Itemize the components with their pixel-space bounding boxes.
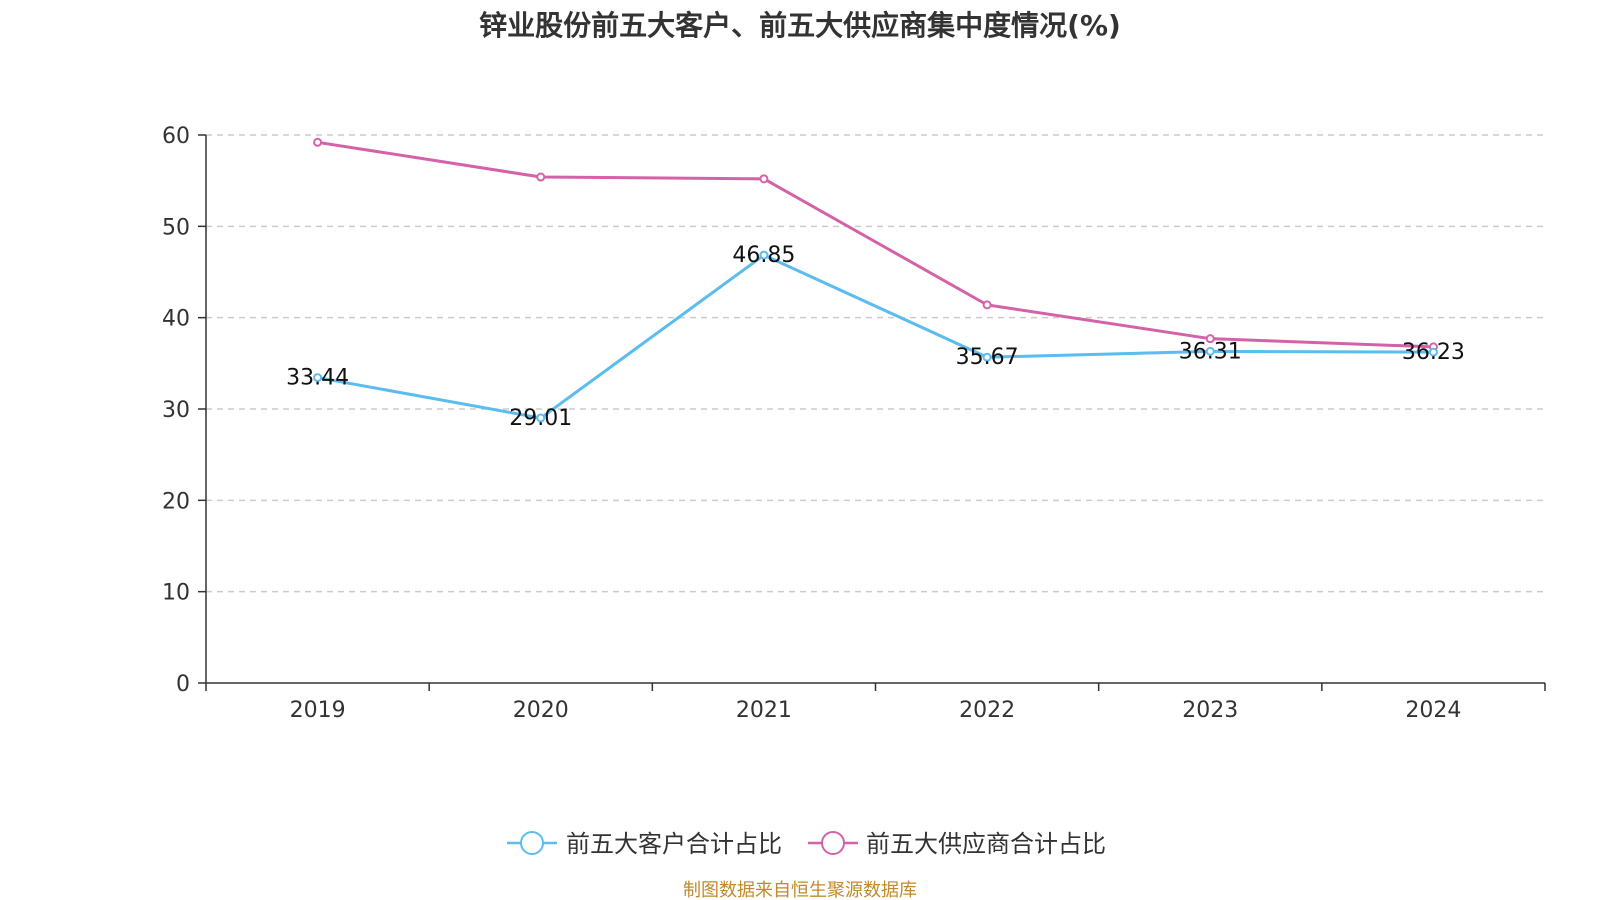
data-label: 36.31 [1179,339,1242,364]
y-tick-label: 30 [162,398,190,423]
data-label: 46.85 [732,243,795,268]
x-tick-label: 2022 [959,698,1015,723]
x-tick-label: 2020 [513,698,569,723]
y-tick-label: 40 [162,307,190,332]
data-point [759,174,769,184]
x-tick-label: 2019 [290,698,346,723]
data-point [982,300,992,310]
data-point [313,137,323,147]
legend-label: 前五大供应商合计占比 [866,830,1106,858]
chart-title: 锌业股份前五大客户、前五大供应商集中度情况(%) [479,9,1121,42]
source-note: 制图数据来自恒生聚源数据库 [683,880,917,900]
data-point [536,413,546,423]
x-tick-label: 2021 [736,698,792,723]
y-tick-label: 50 [162,215,190,240]
data-label: 36.23 [1402,340,1465,365]
data-label: 29.01 [509,406,572,431]
x-tick-label: 2024 [1405,698,1461,723]
y-tick-label: 60 [162,124,190,149]
x-tick-label: 2023 [1182,698,1238,723]
data-point [1205,334,1215,344]
data-point [536,172,546,182]
data-point [1205,346,1215,356]
data-point [982,352,992,362]
data-point [759,250,769,260]
legend-marker [520,831,544,855]
y-tick-label: 10 [162,581,190,606]
y-tick-label: 0 [176,672,190,697]
data-point [313,373,323,383]
data-label: 35.67 [956,345,1019,370]
legend-marker [821,831,845,855]
legend-label: 前五大客户合计占比 [566,830,782,858]
y-tick-label: 20 [162,489,190,514]
series-line [317,253,1434,420]
data-label: 33.44 [286,366,349,391]
series-line [317,140,1434,349]
data-point [1428,347,1438,357]
